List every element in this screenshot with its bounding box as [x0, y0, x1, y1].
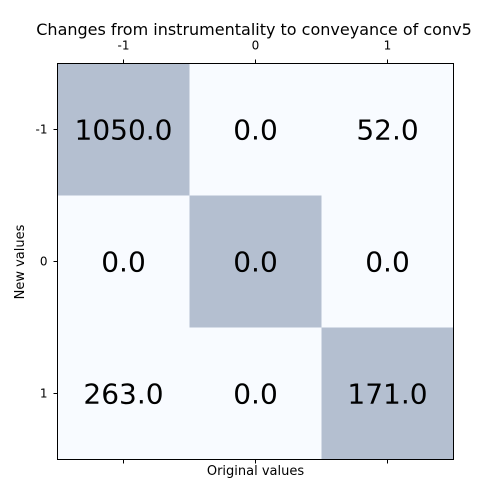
heatmap-cells: [57, 63, 454, 460]
cell-value-r1-c2: 0.0: [365, 246, 410, 279]
heatmap-cell-r1-c0: [57, 195, 190, 328]
heatmap-cell-r0-c0: [57, 63, 190, 196]
cell-value-r2-c0: 263.0: [83, 378, 163, 411]
heatmap-cell-r2-c1: [189, 327, 322, 460]
cell-value-r2-c1: 0.0: [233, 378, 278, 411]
heatmap-cell-r2-c0: [57, 327, 190, 460]
cell-value-r1-c0: 0.0: [101, 246, 146, 279]
cell-value-r0-c0: 1050.0: [75, 114, 173, 147]
cell-value-r0-c2: 52.0: [356, 114, 418, 147]
cell-value-r2-c2: 171.0: [347, 378, 427, 411]
heatmap-cell-r2-c2: [321, 327, 454, 460]
y-tick-label-1: 0: [40, 255, 48, 269]
heatmap-cell-r1-c2: [321, 195, 454, 328]
cell-value-labels: 1050.0 0.0 52.0 0.0 0.0 0.0 263.0 0.0 171.0: [75, 114, 428, 411]
chart-title: Changes from instrumentality to conveyan…: [36, 20, 472, 39]
plot-frame: [57, 63, 454, 460]
x-tick-label-0: -1: [118, 39, 130, 53]
heatmap-cell-r0-c1: [189, 63, 322, 196]
y-tick-label-0: -1: [36, 123, 48, 137]
axis-tick-labels: -1 0 1 -1 0 1: [36, 39, 392, 401]
cell-value-r0-c1: 0.0: [233, 114, 278, 147]
x-axis-label: Original values: [207, 464, 305, 479]
heatmap-cell-r0-c2: [321, 63, 454, 196]
y-axis-label: New values: [13, 224, 28, 299]
x-tick-label-2: 1: [384, 39, 392, 53]
y-tick-label-2: 1: [40, 387, 48, 401]
x-tick-label-1: 0: [252, 39, 260, 53]
axis-ticks: [53, 59, 388, 464]
heatmap-cell-r1-c1: [189, 195, 322, 328]
cell-value-r1-c1: 0.0: [233, 246, 278, 279]
